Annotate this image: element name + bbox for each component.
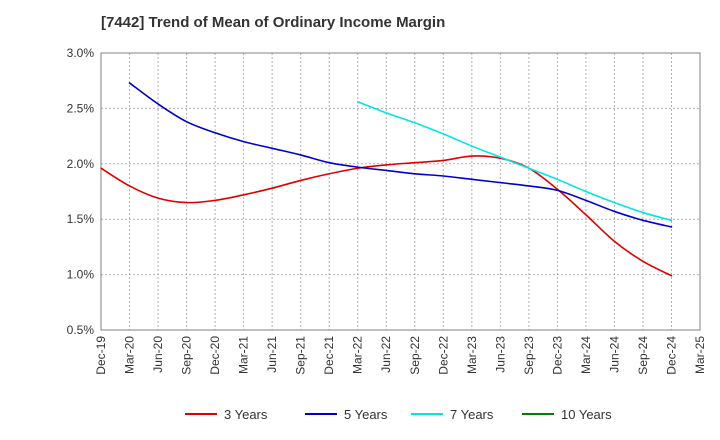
x-tick-label: Jun-24 [607, 336, 621, 373]
series-line-5-years [128, 82, 673, 228]
x-tick-label: Jun-22 [379, 336, 393, 373]
y-tick-label: 2.5% [67, 101, 95, 115]
x-tick-label: Sep-24 [636, 336, 650, 375]
series-line-7-years [356, 100, 673, 222]
x-tick-label: Dec-24 [664, 336, 678, 375]
x-tick-label: Sep-22 [408, 336, 422, 375]
x-tick-label: Jun-23 [493, 336, 507, 373]
x-tick-label: Dec-19 [94, 336, 108, 375]
plot-frame [100, 52, 701, 331]
series-line-3-years [100, 155, 673, 277]
x-tick-label: Dec-21 [322, 336, 336, 375]
y-tick-label: 1.5% [67, 212, 95, 226]
x-tick-label: Mar-23 [465, 336, 479, 374]
legend-label-5-years: 5 Years [344, 407, 388, 422]
chart-title: [7442] Trend of Mean of Ordinary Income … [101, 14, 446, 31]
axis-layer: 3.0% 2.5% 2.0% 1.5% 1.0% 0.5%Dec-19 Mar-20 Jun-… [67, 46, 707, 375]
x-tick-label: Sep-21 [294, 336, 308, 375]
x-tick-label: Mar-20 [123, 336, 137, 374]
x-tick-label: Mar-25 [693, 336, 707, 374]
x-tick-label: Mar-21 [237, 336, 251, 374]
y-tick-label: 0.5% [67, 323, 95, 337]
legend-label-10-years: 10 Years [561, 407, 612, 422]
y-tick-label: 1.0% [67, 268, 95, 282]
series-layer [100, 82, 673, 277]
x-tick-label: Dec-23 [550, 336, 564, 375]
x-tick-label: Sep-20 [180, 336, 194, 375]
x-tick-label: Mar-22 [351, 336, 365, 374]
legend-layer: 3 Years 5 Years 7 Years 10 Years [185, 407, 612, 422]
x-tick-label: Jun-20 [151, 336, 165, 373]
legend-label-7-years: 7 Years [450, 407, 494, 422]
x-tick-label: Jun-21 [265, 336, 279, 373]
legend-label-3-years: 3 Years [224, 407, 268, 422]
y-tick-label: 3.0% [67, 46, 95, 60]
grid-layer [100, 52, 701, 331]
x-tick-label: Dec-20 [208, 336, 222, 375]
y-tick-label: 2.0% [67, 157, 95, 171]
x-tick-label: Dec-22 [436, 336, 450, 375]
x-tick-label: Sep-23 [522, 336, 536, 375]
x-tick-label: Mar-24 [579, 336, 593, 374]
